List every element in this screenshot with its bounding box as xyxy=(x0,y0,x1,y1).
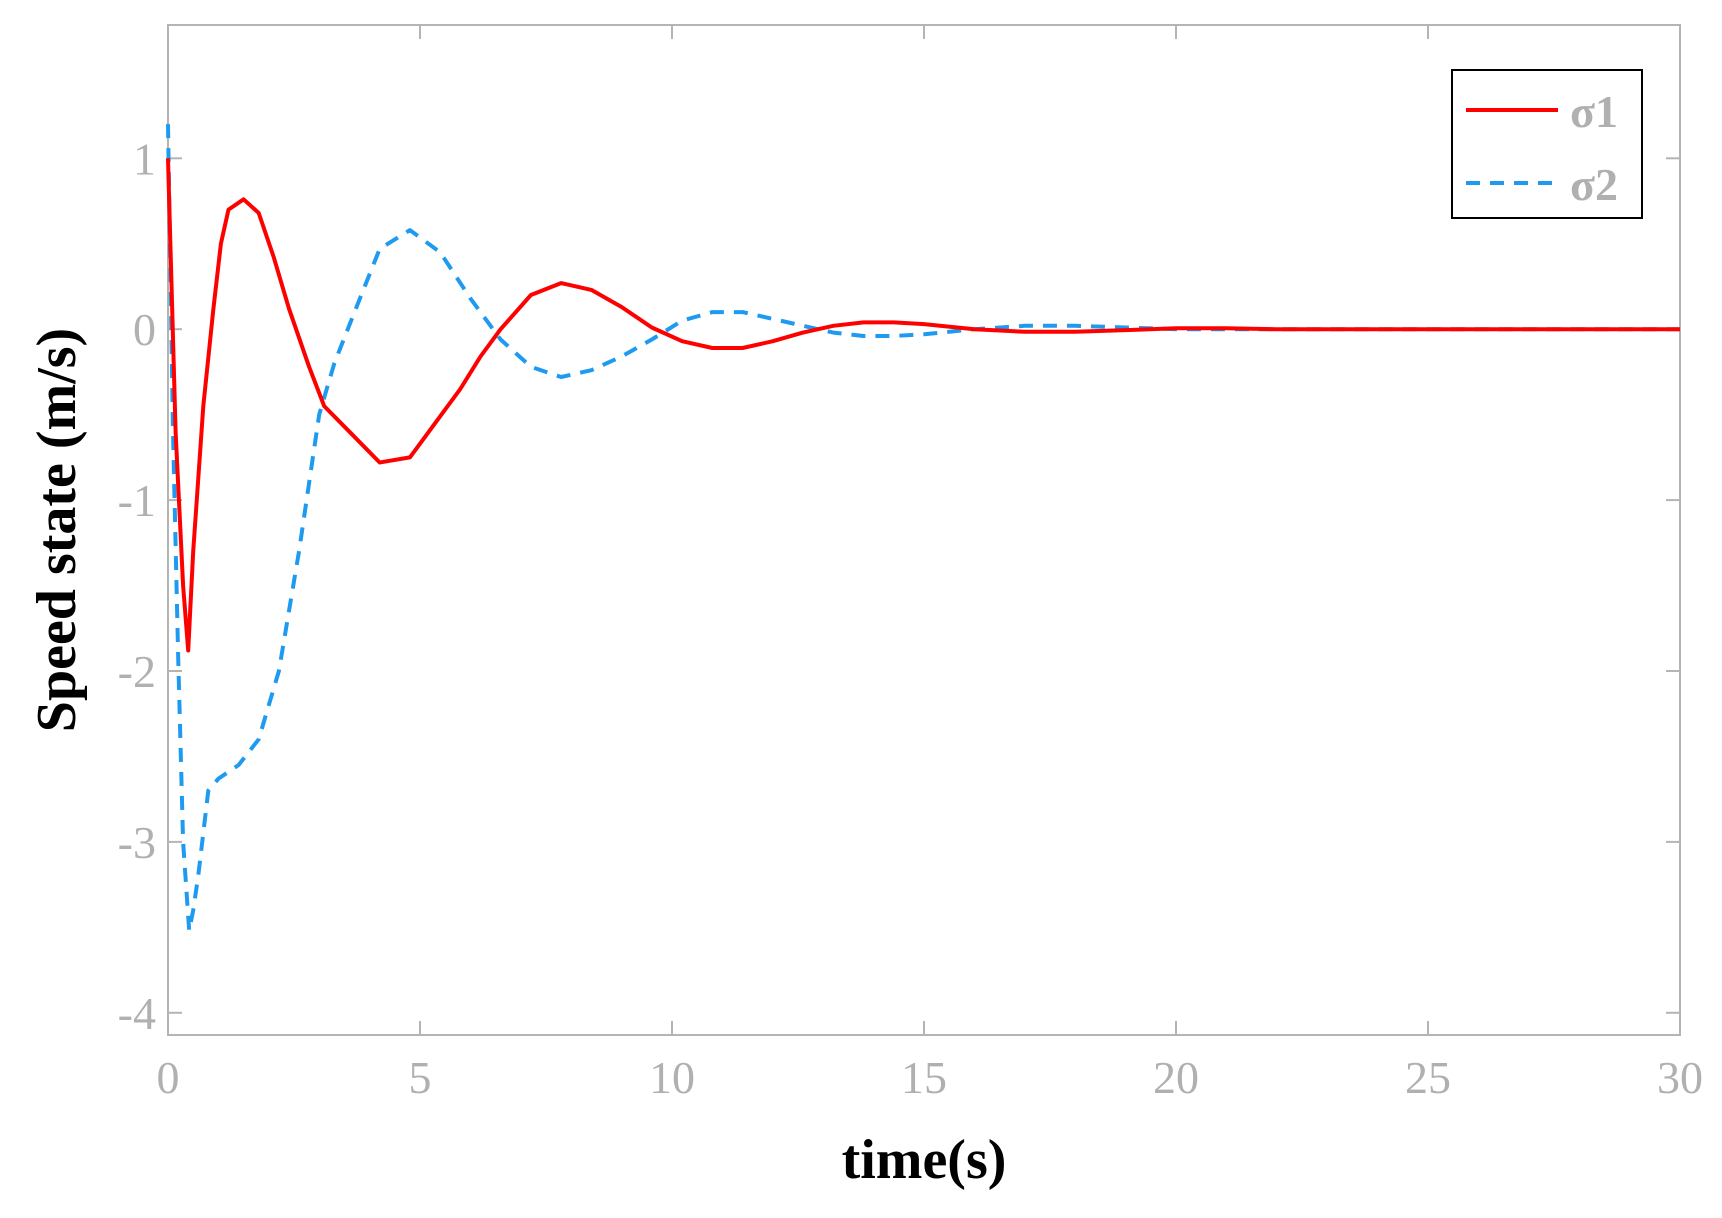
x-axis-title: time(s) xyxy=(842,1129,1007,1191)
y-tick-label: 0 xyxy=(133,304,156,355)
ticks-layer: 0 5 10 15 20 25 30 -4 -3 -2 -1 0 1 xyxy=(118,25,1703,1103)
x-tick-label: 30 xyxy=(1657,1052,1703,1103)
y-tick-label: 1 xyxy=(133,133,156,184)
legend-box xyxy=(1451,69,1643,219)
x-tick-label: 5 xyxy=(409,1052,432,1103)
plot-area xyxy=(167,24,1681,1036)
x-tick-label: 20 xyxy=(1153,1052,1199,1103)
legend-label-sigma2: σ2 xyxy=(1570,159,1618,210)
y-axis-title: Speed state (m/s) xyxy=(26,328,88,732)
series-line-sigma1 xyxy=(166,158,1680,653)
x-tick-label: 15 xyxy=(901,1052,947,1103)
y-tick-label: -2 xyxy=(118,646,156,697)
y-tick-label: -1 xyxy=(118,475,156,526)
series-layer xyxy=(166,124,1680,933)
legend: σ1 σ2 xyxy=(1451,69,1643,219)
x-tick-label: 25 xyxy=(1405,1052,1451,1103)
x-tick-label: 0 xyxy=(157,1052,180,1103)
y-tick-label: -4 xyxy=(118,988,156,1039)
y-tick-label: -3 xyxy=(118,817,156,868)
x-tick-label: 10 xyxy=(649,1052,695,1103)
legend-label-sigma1: σ1 xyxy=(1570,86,1618,137)
